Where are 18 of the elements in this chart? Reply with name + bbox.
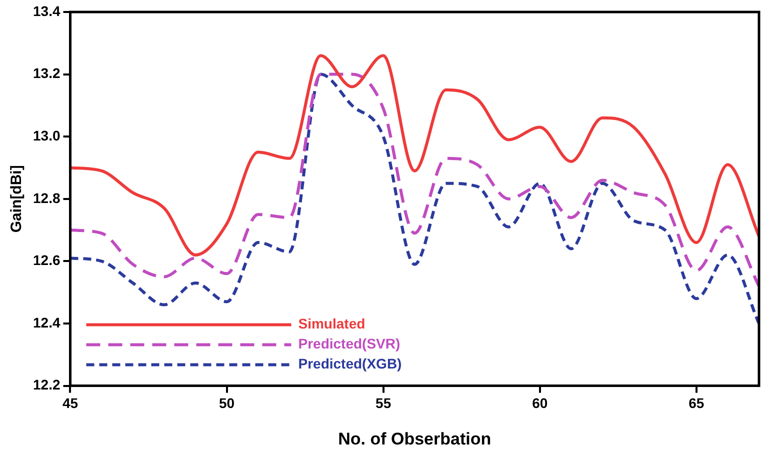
x-tick-label: 65: [688, 395, 704, 412]
y-axis-title: Gain[dBi]: [8, 165, 26, 233]
x-tick-label: 45: [62, 395, 78, 412]
y-tick-label: 12.6: [33, 252, 60, 268]
y-tick-label: 12.8: [33, 190, 60, 206]
x-tick-label: 60: [532, 395, 548, 412]
text: Simulated: [298, 316, 366, 332]
x-axis-title: No. of Obserbation: [338, 429, 492, 448]
y-tick-label: 13.4: [33, 2, 60, 19]
x-tick-label: 55: [376, 395, 392, 412]
y-tick-label: 13.2: [33, 65, 60, 82]
line-series: [70, 54, 759, 256]
x-tick-label: 50: [218, 395, 235, 412]
y-tick-label: 12.4: [33, 314, 60, 330]
y-tick-label: 13.0: [33, 127, 60, 144]
text: Predicted(XGB): [298, 356, 402, 372]
y-tick-label: 12.2: [33, 376, 60, 393]
text: Predicted(SVR): [298, 336, 400, 352]
